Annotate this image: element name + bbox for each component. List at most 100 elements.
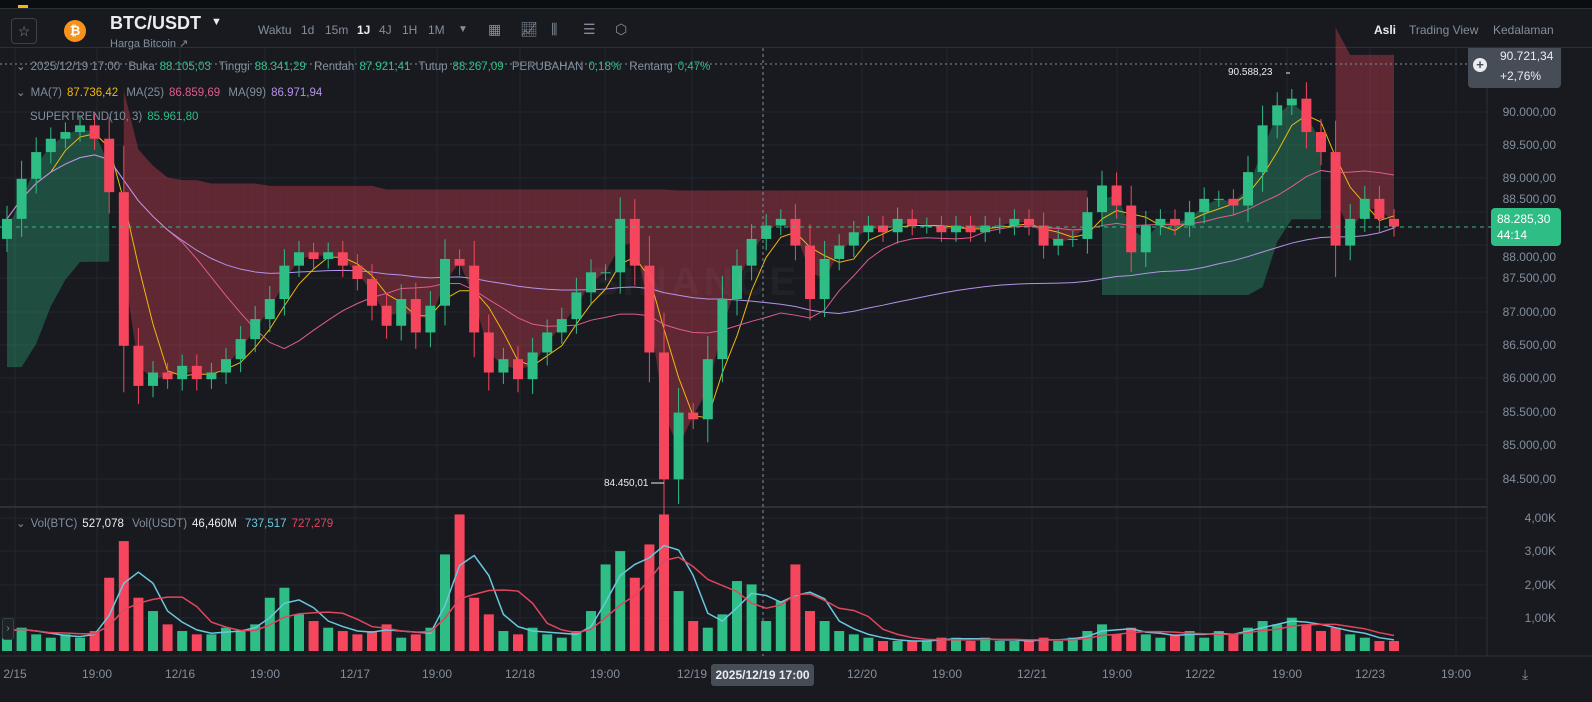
candle-body — [586, 272, 596, 293]
supertrend-fill — [678, 190, 694, 446]
legend-collapse-icon[interactable]: ⌄ — [16, 61, 26, 73]
high-label: Tinggi — [218, 61, 250, 73]
volume-bar — [352, 634, 363, 651]
supertrend-fill — [1233, 188, 1248, 296]
supertrend-fill — [1160, 222, 1175, 296]
supertrend-fill — [518, 189, 533, 370]
volume-bar — [235, 631, 246, 651]
supertrend-fill — [1218, 198, 1234, 296]
indicator-chart-icon[interactable]: 📈︎ — [520, 21, 538, 37]
add-alert-plus-icon[interactable]: + — [1473, 58, 1487, 72]
candle-type-icon[interactable]: ⫼ — [551, 21, 558, 37]
volume-bar — [907, 641, 918, 651]
ma-collapse-icon[interactable]: ⌄ — [16, 87, 26, 99]
volume-collapse-icon[interactable]: ⌄ — [16, 518, 26, 530]
candle-body — [1257, 125, 1268, 173]
candle-body — [352, 265, 363, 279]
expand-panel-chevron-icon[interactable]: › — [2, 618, 14, 640]
volume-bar — [746, 584, 757, 651]
volume-bar — [761, 621, 772, 651]
supertrend-fill — [182, 180, 197, 373]
volume-bar — [863, 637, 874, 651]
ma7-line — [6, 114, 1395, 419]
candle-body — [513, 359, 523, 380]
timeframe-4[interactable]: 4J — [379, 23, 392, 37]
candle-body — [819, 258, 830, 300]
volume-bar — [410, 634, 421, 651]
supertrend-fill — [722, 190, 737, 330]
timeframe-2[interactable]: 15m — [325, 23, 349, 37]
volume-bar — [1330, 627, 1341, 651]
price-axis-label: 87.500,00 — [1502, 271, 1556, 285]
ma99-value: 86.971,94 — [271, 87, 323, 99]
candle-body — [1184, 212, 1195, 226]
scroll-to-latest-icon[interactable]: ⤓ — [1522, 666, 1529, 682]
view-tab-1[interactable]: Trading View — [1409, 23, 1479, 37]
volume-bar — [308, 621, 319, 651]
candle-body — [994, 225, 1005, 227]
candle-body — [148, 372, 158, 386]
volume-bar — [75, 637, 85, 651]
supertrend-fill — [999, 190, 1015, 226]
time-axis-label: 19:00 — [1271, 667, 1303, 681]
price-axis-label: 85.000,00 — [1502, 438, 1556, 452]
caret-down-icon[interactable]: ▼ — [211, 16, 222, 28]
volume-bar — [396, 637, 407, 651]
candle-body — [1009, 218, 1020, 226]
time-axis-label: 12/22 — [1184, 667, 1216, 681]
candle-body — [1053, 238, 1064, 246]
candle-body — [396, 299, 407, 326]
candle-body — [381, 305, 392, 326]
candle-body — [1389, 218, 1399, 227]
timeframe-5[interactable]: 1H — [402, 23, 418, 37]
volume-bar — [542, 634, 553, 651]
range-value: 0,47% — [677, 61, 711, 73]
favorite-star-icon[interactable]: ☆ — [11, 18, 37, 44]
candle-body — [1330, 152, 1341, 246]
timeframe-6[interactable]: 1M — [428, 23, 445, 37]
candle-body — [337, 252, 348, 266]
volume-bar — [177, 631, 188, 651]
candle-body — [469, 265, 480, 333]
volume-bar — [951, 637, 961, 651]
volume-legend: ⌄ Vol(BTC) 527,078 Vol(USDT) 46,460M 737,51… — [16, 516, 338, 530]
time-axis-label: 19:00 — [931, 667, 963, 681]
candle-body — [454, 258, 465, 266]
settings-list-icon[interactable]: ☰ — [583, 21, 596, 37]
price-axis-label: 90.000,00 — [1502, 105, 1556, 119]
supertrend-fill — [123, 90, 139, 366]
ma7-value: 87.736,42 — [66, 87, 119, 99]
timeframe-1[interactable]: 1d — [301, 23, 315, 37]
volume-bar — [1243, 627, 1253, 651]
time-axis-label: 12/19 — [676, 667, 708, 681]
candle-body — [921, 225, 932, 227]
candle-body — [250, 319, 261, 340]
calendar-icon[interactable]: ▦ — [488, 21, 502, 37]
candle-body — [206, 372, 217, 380]
view-tab-0[interactable]: Asli — [1374, 23, 1397, 37]
candle-body — [951, 225, 961, 233]
candle-body — [1345, 218, 1356, 246]
active-tab-marker — [18, 5, 28, 8]
view-tab-2[interactable]: Kedalaman — [1493, 23, 1554, 37]
ma25-label: MA(25) — [126, 87, 165, 99]
timeframe-0[interactable]: Waktu — [258, 23, 292, 37]
volume-bar — [1345, 634, 1356, 651]
pair-subtitle-link[interactable]: Harga Bitcoin ↗ — [110, 38, 189, 50]
pair-title[interactable]: BTC/USDT — [110, 13, 201, 33]
timeframe-3[interactable]: 1J — [357, 23, 371, 37]
candle-body — [133, 345, 144, 386]
volume-bar — [556, 637, 567, 651]
more-timeframes-caret-icon[interactable]: ▼ — [458, 24, 468, 35]
hover-price-change: +2,76% — [1500, 69, 1542, 83]
hexagon-settings-icon[interactable]: ⬡ — [615, 21, 628, 37]
candle-body — [907, 218, 918, 226]
volume-bar — [673, 591, 684, 651]
volume-bar — [425, 627, 436, 651]
candle-body — [75, 125, 85, 133]
ohlc-legend: ⌄ 2025/12/19 17:00 Buka 88.105,03 Tinggi 88… — [16, 59, 715, 73]
supertrend-fill — [196, 180, 212, 376]
volume-bar — [1155, 637, 1166, 651]
volume-bar — [1213, 631, 1224, 651]
